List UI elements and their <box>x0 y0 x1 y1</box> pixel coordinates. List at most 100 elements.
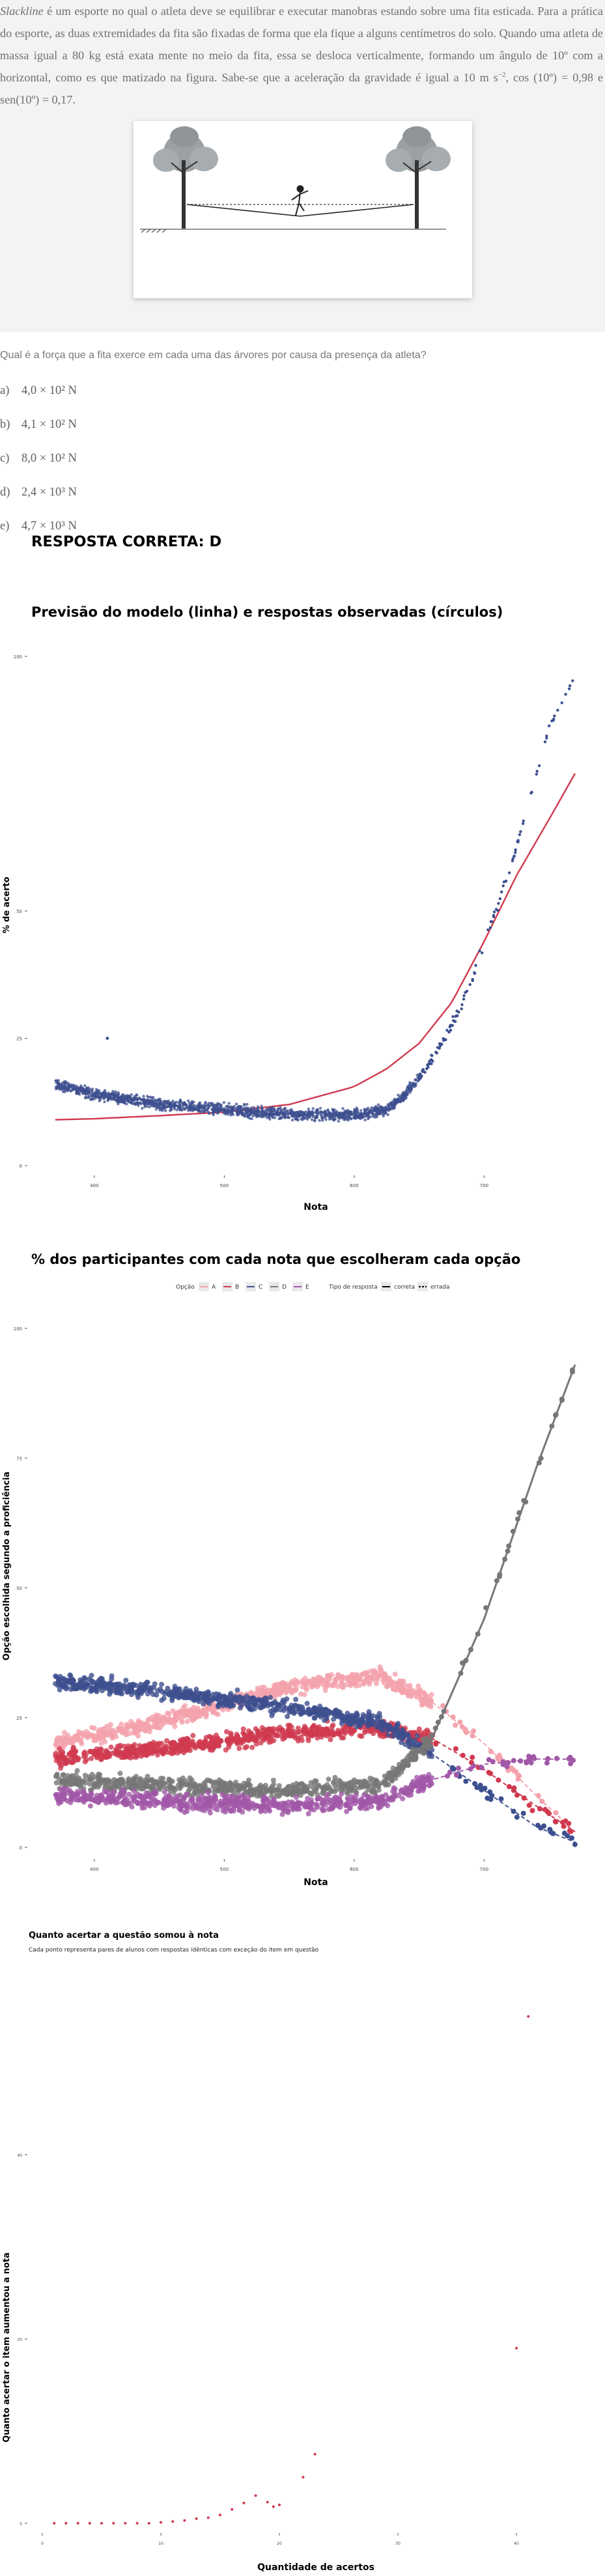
right-tree-icon <box>386 126 451 229</box>
observed-point <box>247 1113 250 1117</box>
option-point <box>117 1744 122 1750</box>
option-point <box>201 1696 207 1702</box>
observed-point <box>219 1104 223 1108</box>
option-point <box>259 1688 264 1694</box>
option-point <box>572 1841 578 1847</box>
observed-point <box>156 1102 159 1106</box>
option-point <box>341 1735 346 1741</box>
option-point <box>450 1715 456 1720</box>
observed-point <box>337 1119 340 1123</box>
alternative-e[interactable]: e) 4,7 × 10³ N <box>0 520 77 533</box>
option-point <box>405 1732 411 1737</box>
alternative-text: 2,4 × 10³ N <box>21 486 77 499</box>
observed-point <box>268 1117 272 1121</box>
option-B-trend-line <box>380 1727 576 1832</box>
option-point <box>495 1756 501 1761</box>
alternative-a[interactable]: a) 4,0 × 10² N <box>0 384 77 398</box>
option-point <box>166 1692 172 1698</box>
option-point <box>526 1802 532 1808</box>
observed-point <box>184 1106 188 1110</box>
option-point <box>236 1787 242 1793</box>
observed-point <box>166 1105 170 1108</box>
option-point <box>262 1735 268 1741</box>
observed-point <box>345 1110 348 1113</box>
alternative-letter: d) <box>0 486 10 499</box>
observed-point <box>184 1103 188 1106</box>
observed-point <box>231 1106 234 1109</box>
option-point <box>73 1772 79 1778</box>
observed-point <box>115 1100 119 1103</box>
option-point <box>550 1830 556 1836</box>
option-point <box>143 1784 149 1789</box>
observed-point <box>331 1109 335 1112</box>
option-point <box>93 1688 99 1694</box>
observed-point <box>243 1115 246 1118</box>
observed-point <box>522 819 525 822</box>
observed-point <box>427 1063 430 1066</box>
option-point <box>354 1779 359 1785</box>
option-point <box>514 1814 520 1820</box>
option-point <box>135 1718 141 1724</box>
option-point <box>63 1679 69 1685</box>
option-point <box>462 1728 468 1733</box>
observed-point <box>303 1117 307 1120</box>
option-point <box>365 1728 371 1734</box>
option-point <box>332 1677 338 1683</box>
observed-point <box>153 1098 156 1102</box>
question-text-body: é um esporte no qual o atleta deve se eq… <box>0 5 603 84</box>
observed-point <box>430 1054 433 1057</box>
observed-point <box>404 1093 408 1097</box>
option-point <box>373 1670 378 1675</box>
option-point <box>373 1778 379 1783</box>
alternative-b[interactable]: b) 4,1 × 10² N <box>0 418 77 432</box>
question-exponent: −2 <box>498 70 506 79</box>
observed-point <box>316 1109 319 1113</box>
alternative-d[interactable]: d) 2,4 × 10³ N <box>0 486 77 499</box>
observed-point <box>135 1102 138 1105</box>
alternative-text: 4,0 × 10² N <box>21 384 77 397</box>
observed-point <box>202 1106 205 1109</box>
observed-point <box>121 1093 124 1097</box>
observed-point <box>213 1104 216 1108</box>
observed-point <box>282 1111 285 1115</box>
observed-point <box>128 1098 131 1101</box>
option-point <box>271 1782 277 1787</box>
observed-point <box>285 1110 288 1113</box>
option-point <box>96 1729 102 1735</box>
observed-point <box>501 884 505 888</box>
observed-point <box>212 1110 216 1113</box>
option-point <box>161 1696 167 1701</box>
alternative-c[interactable]: c) 8,0 × 10² N <box>0 452 77 466</box>
option-point <box>326 1776 331 1782</box>
option-point <box>75 1757 81 1763</box>
option-point <box>193 1785 199 1791</box>
observed-point <box>386 1113 389 1117</box>
option-point <box>137 1777 143 1783</box>
option-point <box>128 1755 134 1761</box>
observed-point <box>498 897 501 901</box>
observed-point <box>521 822 525 825</box>
observed-point <box>537 764 541 768</box>
observed-point <box>386 1103 390 1106</box>
observed-point <box>341 1107 345 1110</box>
observed-point <box>188 1104 191 1108</box>
observed-point <box>204 1104 208 1108</box>
option-point <box>244 1701 250 1707</box>
option-point <box>60 1735 66 1741</box>
option-point <box>290 1731 296 1737</box>
option-point <box>158 1779 163 1785</box>
observed-point <box>245 1111 249 1115</box>
option-point <box>313 1731 318 1737</box>
left-tree-icon <box>153 126 218 229</box>
option-point <box>247 1787 253 1792</box>
observed-point <box>456 1014 459 1017</box>
observed-point <box>93 1095 96 1098</box>
observed-point <box>333 1117 336 1121</box>
option-D-trend-line <box>379 1364 576 1786</box>
option-point <box>150 1739 156 1745</box>
option-point <box>129 1777 135 1783</box>
observed-point <box>502 880 506 884</box>
observed-point <box>150 1096 154 1100</box>
option-point <box>203 1707 209 1713</box>
option-point <box>339 1713 345 1718</box>
